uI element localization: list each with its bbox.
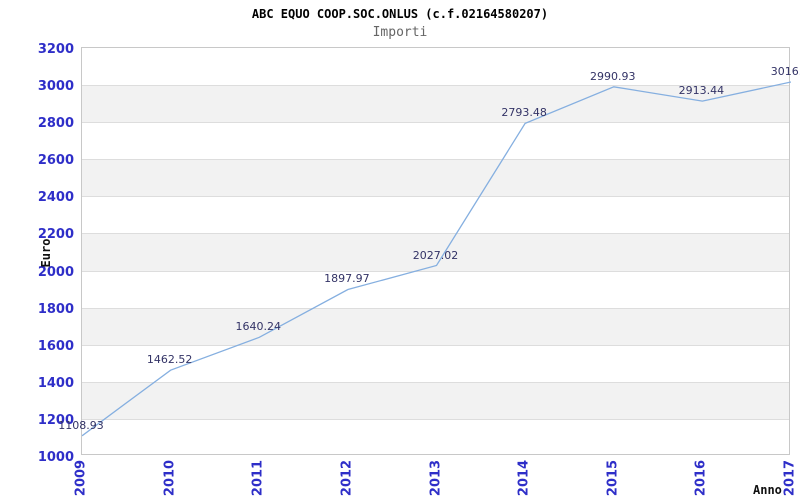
line-series-svg — [82, 81, 791, 437]
x-tick-label: 2017 — [782, 459, 798, 497]
data-line — [82, 81, 791, 437]
y-tick-label: 1200 — [37, 412, 74, 428]
gridline — [82, 381, 789, 383]
y-tick-label: 1800 — [37, 301, 74, 317]
background-band — [82, 85, 789, 123]
x-tick-label: 2009 — [73, 459, 89, 497]
y-tick-label: 2400 — [37, 190, 74, 206]
data-point-label: 2027.02 — [412, 248, 459, 262]
y-tick-label: 2800 — [37, 116, 74, 132]
gridline — [82, 196, 789, 198]
data-point-label: 1640.24 — [235, 320, 282, 334]
x-tick-label: 2011 — [250, 459, 266, 497]
data-point-label: 2793.48 — [501, 106, 547, 120]
x-tick-label: 2015 — [605, 459, 621, 497]
data-point-label: 2913.44 — [678, 84, 725, 98]
background-band — [82, 159, 789, 197]
y-tick-label: 3000 — [37, 79, 74, 95]
chart-title: ABC EQUO COOP.SOC.ONLUS (c.f.02164580207… — [251, 7, 549, 21]
gridline — [82, 233, 789, 235]
chart-subtitle: Importi — [372, 25, 428, 40]
gridline — [82, 270, 789, 272]
gridline — [82, 307, 789, 309]
x-tick-label: 2010 — [162, 459, 178, 497]
y-tick-label: 2600 — [37, 153, 74, 169]
gridline — [82, 159, 789, 161]
background-band — [82, 233, 789, 271]
x-tick-label: 2014 — [516, 459, 532, 497]
gridline — [82, 85, 789, 87]
gridline — [82, 344, 789, 346]
background-band — [82, 307, 789, 345]
gridline — [82, 418, 789, 420]
data-point-label: 1462.52 — [146, 353, 193, 367]
y-tick-label: 1600 — [37, 338, 74, 354]
y-axis-title: Euro — [39, 238, 53, 268]
gridline — [82, 122, 789, 124]
plot-area — [81, 47, 791, 455]
y-tick-label: 2000 — [37, 264, 74, 280]
data-point-label: 2990.93 — [590, 69, 636, 83]
data-point-label: 3016.7 — [770, 64, 800, 78]
x-tick-label: 2012 — [339, 459, 355, 497]
x-axis-title: Anno — [753, 483, 782, 497]
y-tick-label: 1000 — [37, 450, 74, 465]
background-band — [82, 381, 789, 419]
y-tick-label: 3200 — [37, 42, 74, 57]
data-point-label: 1108.93 — [58, 418, 104, 432]
y-tick-label: 2200 — [37, 227, 74, 243]
data-point-label: 1897.97 — [324, 272, 370, 286]
x-tick-label: 2013 — [428, 459, 443, 497]
y-tick-label: 1400 — [37, 375, 74, 391]
x-tick-label: 2016 — [693, 459, 709, 497]
